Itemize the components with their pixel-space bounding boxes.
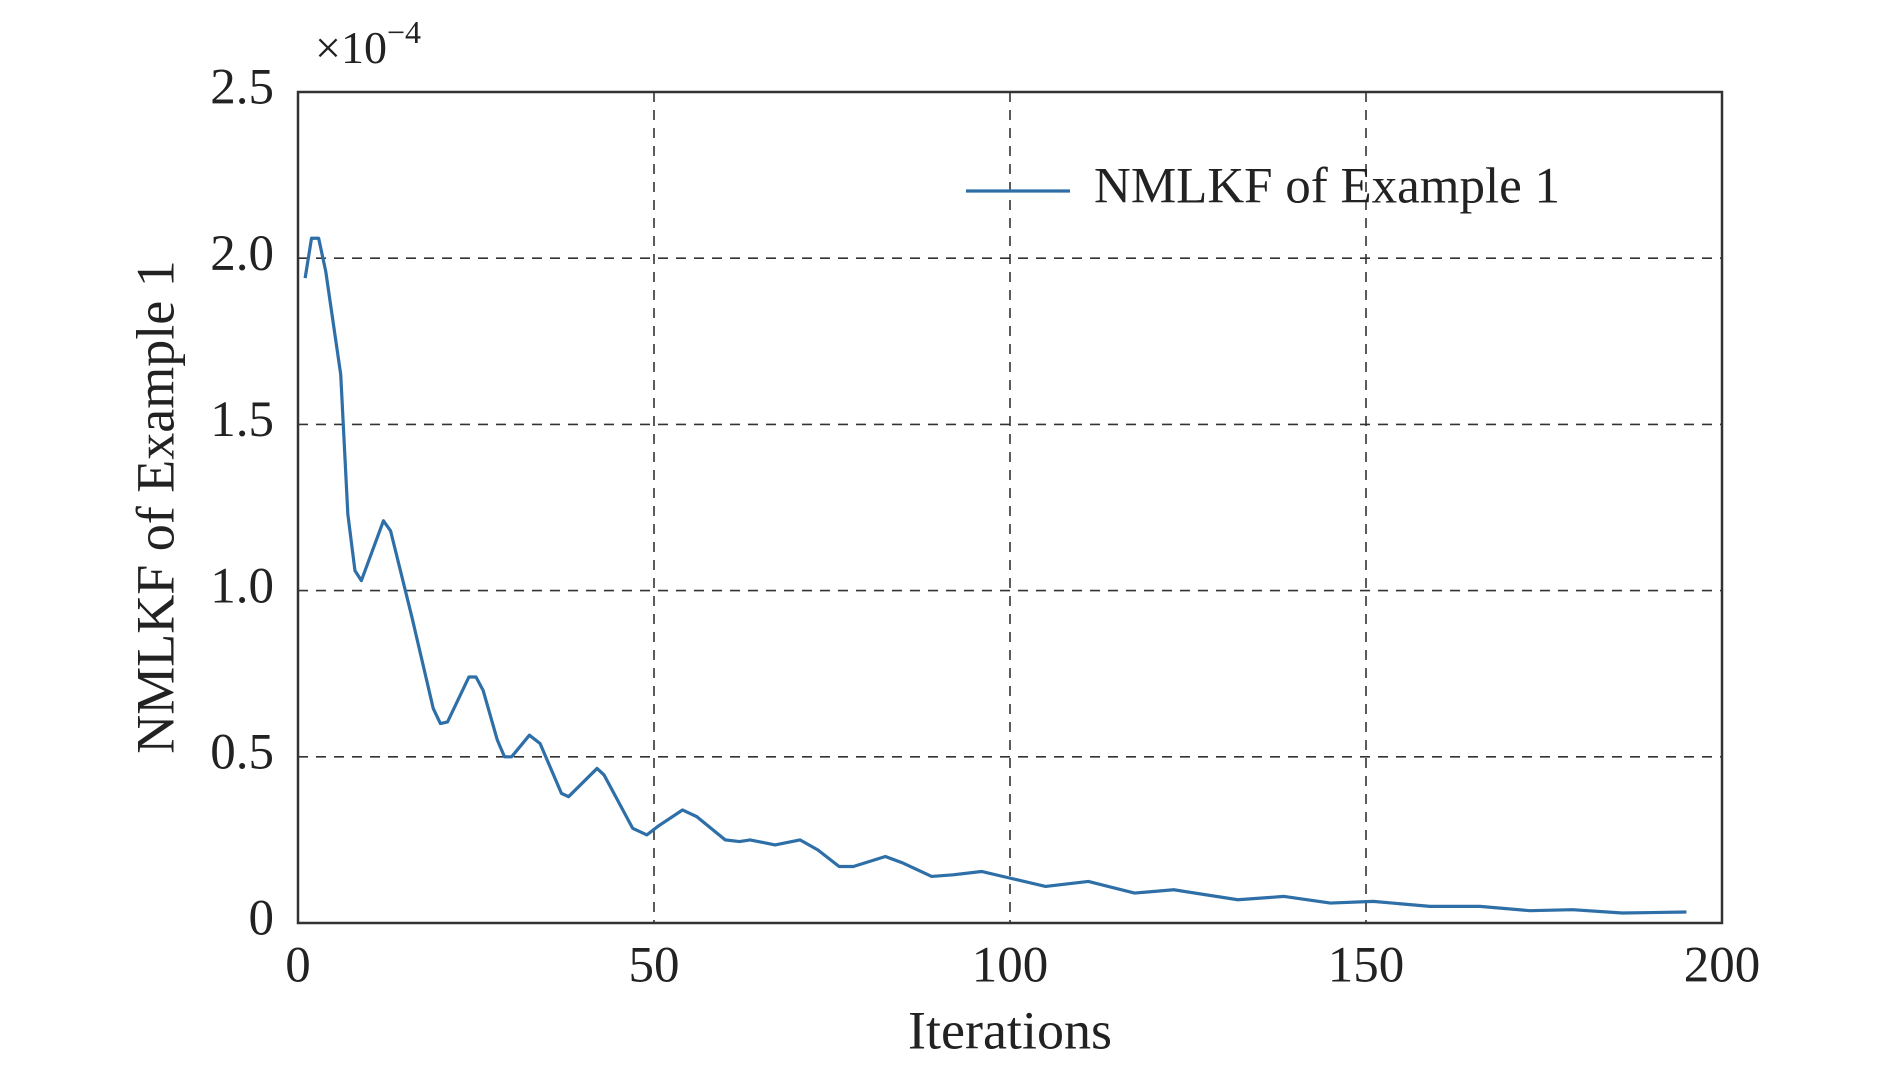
y-tick-label: 2.0: [210, 226, 274, 282]
y-tick-label: 0.5: [210, 725, 274, 781]
y-tick-label: 0: [249, 891, 275, 947]
x-tick-label: 0: [285, 938, 311, 994]
legend-label: NMLKF of Example 1: [1094, 159, 1560, 215]
plot-frame: [296, 90, 1724, 925]
x-tick-label: 150: [1328, 938, 1405, 994]
x-axis-label: Iterations: [908, 1000, 1112, 1060]
multiplier-exponent: −4: [387, 14, 421, 50]
x-tick-label: 50: [629, 938, 680, 994]
y-axis-label: NMLKF of Example 1: [125, 260, 185, 753]
x-tick-label: 200: [1684, 938, 1761, 994]
y-tick-label: 1.0: [210, 558, 274, 614]
multiplier-base: ×10: [315, 22, 387, 73]
x-tick-label: 100: [972, 938, 1049, 994]
y-tick-label: 1.5: [210, 392, 274, 448]
y-multiplier: ×10−4: [315, 14, 421, 72]
y-tick-label: 2.5: [210, 60, 274, 116]
data-line: [303, 236, 1687, 915]
